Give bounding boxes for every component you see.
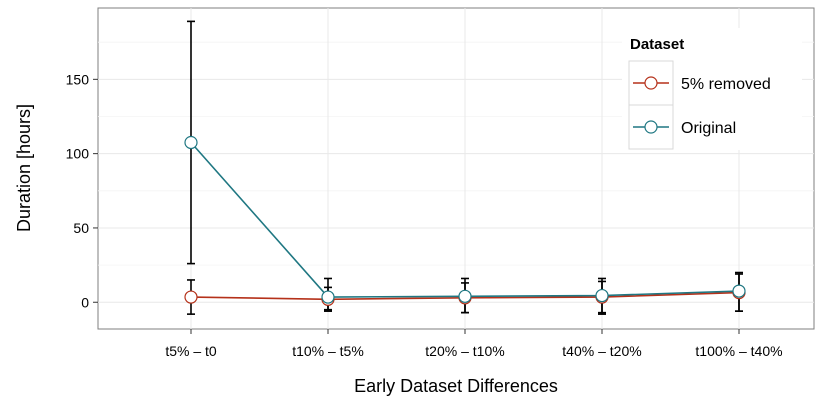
x-tick-label: t5% – t0 [165, 343, 217, 359]
series-layer [184, 20, 746, 315]
data-point-1 [595, 288, 609, 303]
x-axis: t5% – t0 t10% – t5% t20% – t10% t40% – t20%… [165, 329, 783, 359]
x-tick-label: t100% – t40% [695, 343, 782, 359]
data-point-1 [458, 289, 472, 303]
legend-label-original: Original [681, 120, 736, 137]
data-point-0 [184, 290, 198, 304]
x-tick-label: t40% – t20% [562, 343, 641, 359]
legend-key-marker-original [644, 120, 658, 134]
legend: Dataset 5% removed Original [622, 28, 802, 150]
x-tick-label: t20% – t10% [425, 343, 504, 359]
x-axis-title: Early Dataset Differences [354, 376, 558, 396]
data-point-1 [732, 284, 746, 298]
y-axis: 0 50 100 150 [66, 71, 98, 310]
x-tick-label: t10% – t5% [292, 343, 364, 359]
y-tick-label: 100 [66, 146, 90, 162]
y-axis-title: Duration [hours] [14, 104, 34, 232]
y-tick-label: 0 [81, 294, 89, 310]
legend-key-marker-5pct [644, 76, 658, 90]
y-tick-label: 150 [66, 71, 90, 87]
data-point-1 [184, 135, 198, 150]
y-tick-label: 50 [73, 220, 89, 236]
legend-title: Dataset [630, 36, 684, 53]
legend-label-5pct: 5% removed [681, 76, 771, 93]
data-point-1 [321, 290, 335, 304]
